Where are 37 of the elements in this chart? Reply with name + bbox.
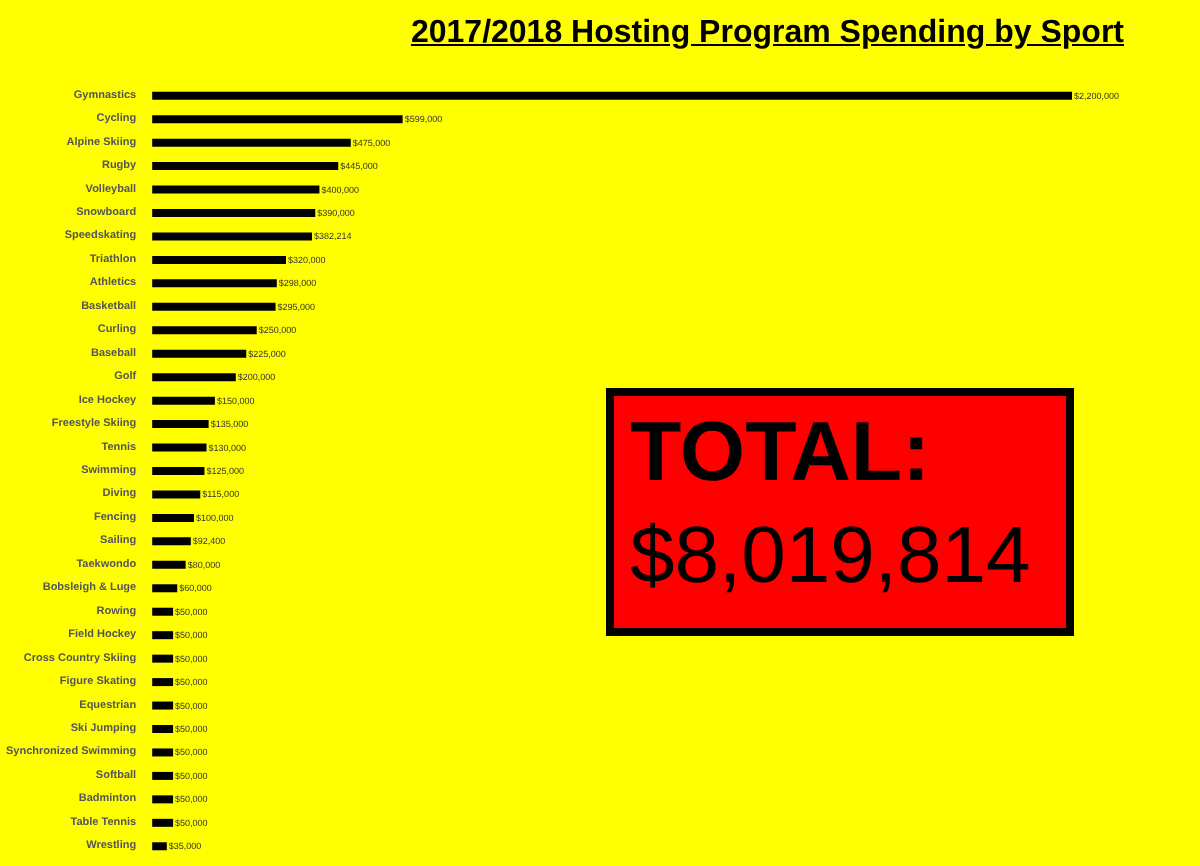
chart-title: 2017/2018 Hosting Program Spending by Sport xyxy=(410,16,1124,52)
annotation: TOTAL: xyxy=(630,404,931,500)
bar xyxy=(152,373,236,382)
bar xyxy=(152,607,174,616)
bar xyxy=(152,654,174,663)
bar xyxy=(152,209,316,217)
bar xyxy=(152,162,339,171)
bar xyxy=(152,467,205,475)
bar xyxy=(152,513,194,522)
bar xyxy=(152,584,178,593)
bar xyxy=(152,396,215,405)
bar xyxy=(152,537,191,546)
bar xyxy=(152,349,247,358)
bar xyxy=(152,795,174,804)
bar xyxy=(152,678,174,687)
bar xyxy=(152,748,174,757)
bar xyxy=(152,326,257,335)
bar xyxy=(152,302,276,311)
bar xyxy=(152,631,174,640)
bar xyxy=(152,420,209,429)
bar xyxy=(152,490,201,499)
annotation: $8,019,814 xyxy=(630,512,1031,602)
bar xyxy=(152,115,403,124)
bar xyxy=(152,279,277,288)
total-box: TOTAL: $8,019,814 xyxy=(606,388,1074,636)
bar xyxy=(152,842,167,851)
bar xyxy=(152,818,174,827)
bar xyxy=(152,232,312,241)
bar xyxy=(152,771,174,780)
bar xyxy=(152,91,1072,100)
bar xyxy=(152,725,174,733)
bar xyxy=(152,185,320,194)
bar xyxy=(152,443,207,452)
bar xyxy=(152,138,351,147)
bar xyxy=(152,255,286,264)
bar xyxy=(152,560,186,569)
bar xyxy=(152,701,174,710)
